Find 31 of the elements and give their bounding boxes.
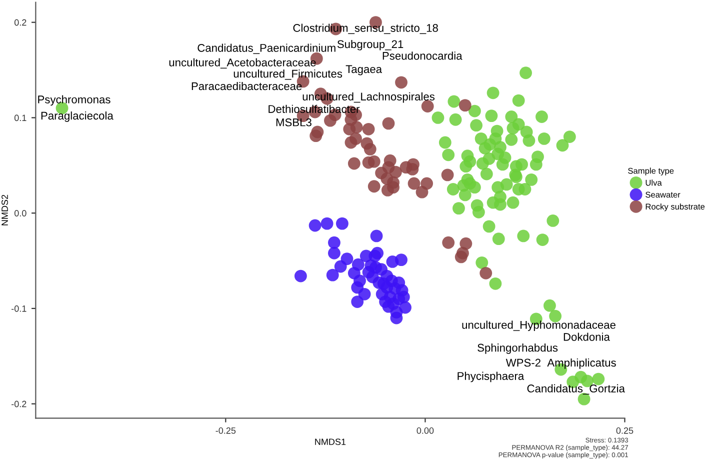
legend-title: Sample type [628,168,674,176]
y-tick-label: 0.1 [14,114,26,122]
x-tick-label: 0.25 [616,427,634,434]
y-tick-label: -0.1 [12,305,26,312]
annotation: Paraglaciecola [41,111,114,122]
y-tick-label: 0.2 [14,19,26,26]
annotation: Sphingorhabdus [478,344,558,354]
annotation: Pseudonocardia [382,52,462,60]
annotation: Amphiplicatus [547,358,616,369]
x-axis-title: NMDS1 [315,438,346,445]
x-tick-label: 0.00 [416,427,434,434]
annotation: Dokdonia [564,332,610,341]
y-axis-title: NMDS2 [2,194,8,226]
annotation: Subgroup_21 [337,40,404,50]
annotation: Tagaea [346,65,382,76]
y-tick-label: -0.2 [12,400,26,408]
annotation: Candidatus_Paenicardinium [198,44,336,54]
legend-label: Seawater [646,192,680,198]
annotation: Candidatus_Gortzia [527,384,625,395]
annotation: uncultured_Acetobacteraceae [169,58,316,69]
legend-label: Ulva [646,180,662,186]
annotation: Phycisphaera [458,372,524,382]
legend-label: Rocky substrate [646,203,705,212]
annotation: uncultured_Firmicutes [234,69,342,80]
annotation: uncultured_Hyphomonadaceae [462,320,616,331]
x-tick-label: -0.25 [216,427,236,434]
annotation: Psychromonas [38,95,110,106]
y-tick-label: 0.0 [14,210,26,216]
annotation: MSBL3 [276,118,312,126]
annotation: Paracaedibacteraceae [192,82,302,90]
annotation: WPS-2 [506,358,540,367]
